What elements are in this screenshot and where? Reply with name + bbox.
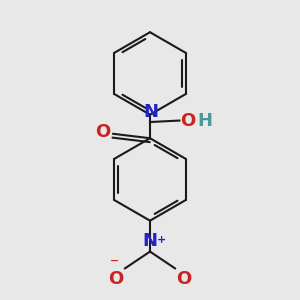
Text: N: N xyxy=(142,232,158,250)
Text: O: O xyxy=(180,112,196,130)
Text: O: O xyxy=(96,123,111,141)
Text: −: − xyxy=(110,255,119,266)
Text: O: O xyxy=(108,270,124,288)
Text: +: + xyxy=(157,235,166,245)
Text: N: N xyxy=(143,103,158,121)
Text: O: O xyxy=(176,270,192,288)
Text: H: H xyxy=(198,112,213,130)
